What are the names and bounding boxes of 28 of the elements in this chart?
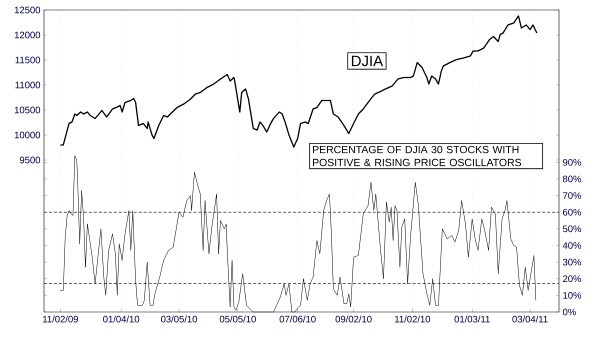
y-tick-label: 60%	[563, 208, 582, 216]
x-tick-label: 11/02/10	[395, 316, 430, 322]
y-tick-label: 11500	[16, 56, 40, 64]
x-tick-label: 03/05/10	[160, 316, 198, 322]
y-tick-label: 50%	[562, 225, 582, 232]
x-tick-label: 03/04/11	[512, 316, 548, 322]
y-tick-label: 30%	[562, 258, 582, 266]
y-tick-label: 10000	[14, 132, 40, 138]
x-tick-label: 11/02/09	[43, 316, 78, 322]
chart-title: PERCENTAGE OF DJIA 30 STOCKS WITH POSITIVE & RISING PRICE OSCILLATORS	[312, 146, 522, 166]
text: DJIA	[352, 56, 384, 66]
y-tick-label: 20%	[562, 275, 582, 282]
x-tick-label: 09/02/10	[336, 316, 372, 322]
x-tick-label: 01/03/11	[454, 316, 490, 322]
y-tick-label: 9500	[20, 156, 40, 164]
y-tick-label: 0%	[562, 308, 576, 316]
x-tick-label: 07/06/10	[280, 316, 316, 322]
y-tick-label: 10%	[563, 292, 582, 299]
y-tick-label: 11000	[16, 82, 40, 88]
y-tick-label: 40%	[562, 242, 582, 249]
x-tick-label: 05/05/10	[220, 316, 256, 322]
y-tick-label: 12500	[14, 6, 40, 14]
x-tick-label: 01/04/10	[103, 316, 140, 322]
y-tick-label: 80%	[562, 176, 582, 182]
y-tick-label: 12000	[14, 32, 40, 38]
y-tick-label: 90%	[562, 158, 582, 166]
y-tick-label: 10500	[14, 106, 40, 114]
y-tick-label: 70%	[563, 192, 582, 199]
